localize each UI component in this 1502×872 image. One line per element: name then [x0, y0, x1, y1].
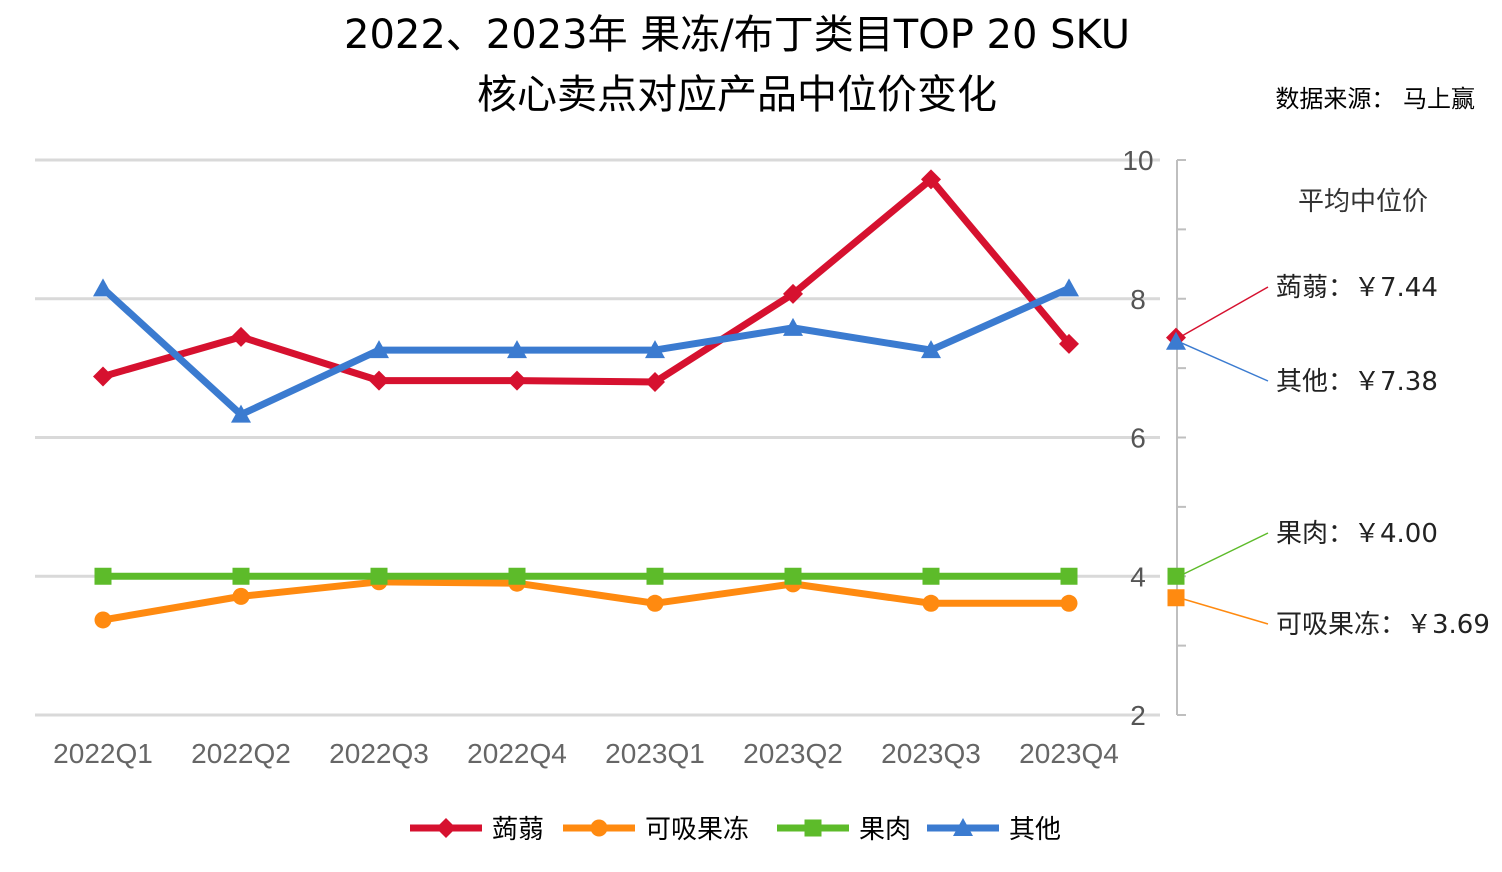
y-tick-label: 4	[1130, 561, 1146, 592]
legend-item: 其他	[927, 815, 1061, 845]
x-tick-label: 2023Q4	[1019, 738, 1119, 769]
legend-label: 蒟蒻	[492, 815, 544, 845]
average-label: 可吸果冻：￥3.69	[1276, 610, 1490, 640]
y-tick-label: 6	[1130, 423, 1146, 454]
data-point	[922, 567, 940, 585]
data-point	[94, 611, 112, 629]
data-point	[232, 587, 250, 605]
series-蒟蒻	[93, 169, 1079, 392]
data-point	[921, 169, 941, 190]
data-point	[231, 326, 251, 347]
legend-swatch-marker	[953, 818, 973, 836]
chart-title-line2: 核心卖点对应产品中位价变化	[477, 72, 997, 118]
gridlines	[35, 158, 1160, 717]
y-tick-label: 8	[1130, 284, 1146, 315]
average-marker	[1167, 589, 1185, 607]
average-title: 平均中位价	[1298, 187, 1428, 217]
legend-label: 其他	[1009, 815, 1061, 845]
series-line	[99, 578, 1073, 624]
average-marker	[1166, 331, 1186, 350]
data-point	[645, 340, 665, 359]
average-leader-line	[1178, 597, 1269, 625]
series-line	[99, 284, 1073, 419]
series-可吸果冻	[94, 573, 1078, 629]
data-point	[93, 278, 113, 297]
data-point	[508, 567, 526, 585]
legend-item: 果肉	[777, 815, 911, 845]
data-point	[645, 372, 665, 392]
right-y-axis: 2 4 6 8 10	[1122, 145, 1186, 731]
series-果肉	[94, 567, 1078, 585]
data-point	[646, 594, 664, 612]
y-tick-label: 10	[1122, 145, 1153, 176]
average-label: 其他：￥7.38	[1276, 367, 1438, 397]
data-point	[1059, 278, 1079, 297]
data-point	[369, 370, 389, 391]
x-axis-labels: 2022Q1 2022Q2 2022Q3 2022Q4 2023Q1 2023Q2 2023…	[53, 738, 1119, 769]
data-point	[231, 404, 251, 423]
data-point	[94, 567, 112, 585]
y-tick-label: 2	[1130, 700, 1146, 731]
data-point	[93, 366, 113, 387]
data-point	[1060, 594, 1078, 612]
average-marker	[1167, 567, 1185, 585]
average-label: 果肉：￥4.00	[1276, 519, 1438, 549]
data-point	[1059, 333, 1079, 354]
data-source: 数据来源： 马上赢	[1275, 85, 1475, 113]
series-lines	[93, 169, 1079, 629]
data-point	[646, 567, 664, 585]
x-tick-label: 2023Q3	[881, 738, 981, 769]
legend-swatch-marker	[804, 819, 822, 837]
average-leader-line	[1178, 532, 1269, 577]
average-label: 蒟蒻：￥7.44	[1276, 273, 1438, 303]
legend-label: 果肉	[859, 815, 911, 845]
series-line	[99, 175, 1073, 386]
data-point	[1060, 567, 1078, 585]
data-point	[922, 594, 940, 612]
legend-label: 可吸果冻	[645, 815, 749, 845]
average-leader-line	[1178, 341, 1269, 382]
x-tick-label: 2023Q1	[605, 738, 705, 769]
data-point	[370, 567, 388, 585]
average-leader-line	[1178, 286, 1269, 339]
legend: 蒟蒻 可吸果冻 果肉 其他	[410, 815, 1061, 845]
x-tick-label: 2022Q4	[467, 738, 567, 769]
data-point	[784, 567, 802, 585]
data-point	[783, 317, 803, 336]
legend-swatch-marker	[436, 818, 456, 838]
x-tick-label: 2023Q2	[743, 738, 843, 769]
x-tick-label: 2022Q1	[53, 738, 153, 769]
series-其他	[93, 278, 1079, 423]
data-point	[507, 340, 527, 359]
data-point	[921, 340, 941, 359]
data-point	[507, 370, 527, 391]
data-point	[369, 340, 389, 359]
legend-item: 蒟蒻	[410, 815, 544, 845]
chart-title-line1: 2022、2023年 果冻/布丁类目TOP 20 SKU	[344, 12, 1130, 58]
data-point	[783, 283, 803, 304]
legend-swatch-marker	[590, 819, 608, 837]
legend-item: 可吸果冻	[563, 815, 749, 845]
x-tick-label: 2022Q3	[329, 738, 429, 769]
data-point	[232, 567, 250, 585]
x-tick-label: 2022Q2	[191, 738, 291, 769]
average-median-panel: 平均中位价 蒟蒻：￥7.44 其他：￥7.38 果肉：￥4.00 可吸果冻：￥3.69	[1166, 187, 1490, 640]
